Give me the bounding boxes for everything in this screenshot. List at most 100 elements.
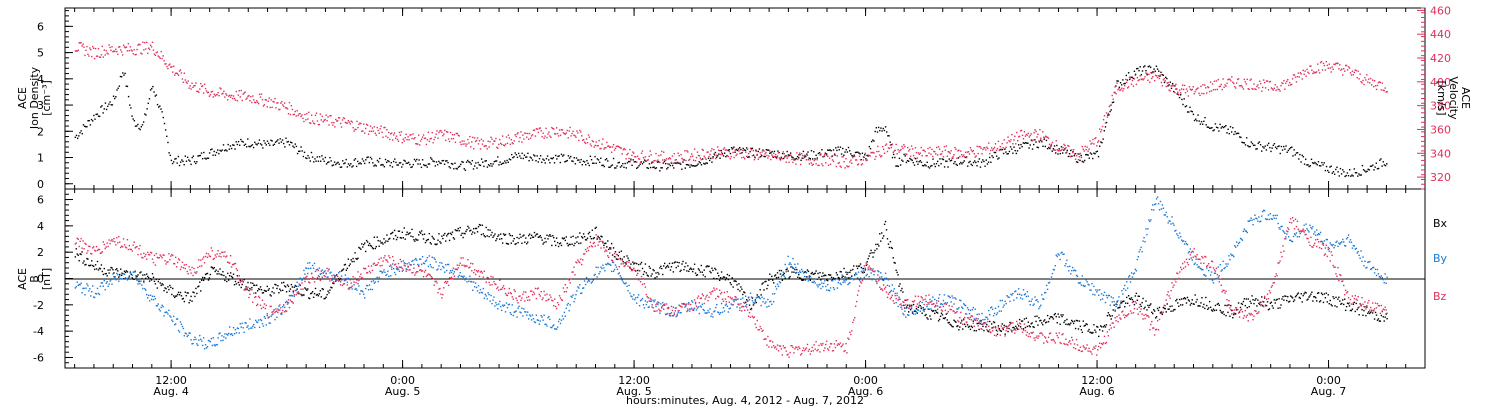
velocity-point (722, 148, 725, 150)
bx-point (548, 235, 550, 237)
bx-point (683, 268, 685, 271)
density-point (1298, 158, 1300, 160)
velocity-point (1047, 137, 1050, 139)
bx-point (1158, 306, 1161, 309)
bx-point (290, 283, 293, 286)
density-point (447, 161, 449, 164)
density-point (1057, 153, 1059, 155)
velocity-point (675, 158, 677, 161)
density-point (1362, 168, 1365, 171)
bx-point (210, 266, 213, 268)
bx-point (555, 237, 558, 239)
by-point (387, 270, 389, 273)
by-point (392, 267, 395, 270)
by-point (534, 321, 537, 324)
velocity-point (505, 136, 508, 138)
velocity-point (846, 165, 848, 167)
bx-point (478, 223, 481, 226)
bx-point (1182, 297, 1185, 300)
density-point (220, 150, 222, 152)
density-point (1214, 123, 1217, 125)
density-point (884, 126, 887, 128)
density-point (761, 154, 763, 157)
velocity-point (1096, 145, 1098, 147)
by-point (379, 270, 381, 273)
bx-point (804, 271, 807, 273)
velocity-point (1151, 77, 1153, 80)
bx-point (644, 263, 647, 265)
bx-point (179, 291, 182, 294)
bx-point (274, 283, 276, 286)
velocity-point (1149, 81, 1151, 83)
by-point (407, 266, 409, 268)
velocity-point (330, 114, 332, 117)
velocity-point (1202, 84, 1204, 86)
velocity-point (237, 94, 240, 96)
density-point (1211, 126, 1213, 129)
density-point (306, 157, 308, 160)
by-point (104, 288, 106, 291)
bx-point (878, 245, 880, 247)
velocity-point (627, 152, 629, 155)
velocity-point (1004, 147, 1006, 150)
density-point (163, 122, 166, 125)
density-tick-label: 2 (37, 125, 44, 138)
density-point (361, 158, 364, 160)
velocity-point (341, 119, 344, 121)
bx-point (282, 289, 284, 292)
by-point (300, 277, 302, 280)
bx-point (1175, 300, 1177, 302)
velocity-point (1201, 92, 1203, 95)
density-point (1111, 101, 1114, 104)
bx-point (427, 238, 430, 241)
by-point (477, 284, 480, 287)
bx-point (609, 247, 611, 249)
density-tick-label: 1 (37, 152, 44, 165)
by-point (86, 283, 88, 285)
by-point (429, 263, 431, 266)
bx-point (909, 308, 912, 311)
velocity-point (560, 129, 563, 131)
density-point (314, 158, 316, 160)
density-point (103, 108, 105, 110)
bx-point (202, 279, 205, 282)
velocity-point (132, 53, 134, 55)
bx-point (450, 233, 453, 236)
velocity-point (558, 129, 561, 131)
bx-point (350, 259, 352, 261)
density-point (521, 152, 523, 155)
density-point (679, 163, 682, 165)
by-point (124, 277, 127, 279)
velocity-point (1288, 84, 1290, 87)
bx-point (1188, 300, 1191, 302)
bx-point (418, 231, 421, 233)
bx-point (99, 268, 102, 270)
velocity-point (624, 148, 626, 151)
density-point (755, 149, 757, 151)
density-point (910, 158, 912, 161)
density-point (196, 161, 198, 163)
bx-point (369, 244, 372, 247)
density-point (80, 130, 82, 132)
bx-point (183, 300, 186, 303)
bx-point (540, 236, 542, 239)
density-point (1115, 85, 1117, 87)
velocity-point (717, 146, 719, 148)
velocity-point (667, 158, 670, 160)
bx-point (552, 235, 554, 237)
velocity-point (813, 159, 815, 162)
velocity-point (1369, 82, 1371, 84)
velocity-point (120, 51, 123, 53)
bx-point (951, 325, 953, 328)
velocity-point (378, 132, 380, 134)
by-point (146, 297, 149, 299)
density-point (186, 156, 189, 159)
by-point (690, 300, 693, 302)
density-point (264, 142, 266, 144)
bx-point (82, 262, 84, 264)
density-point (1045, 139, 1048, 142)
density-point (789, 152, 792, 154)
density-point (940, 162, 942, 165)
bx-point (111, 267, 113, 269)
velocity-point (842, 156, 844, 158)
